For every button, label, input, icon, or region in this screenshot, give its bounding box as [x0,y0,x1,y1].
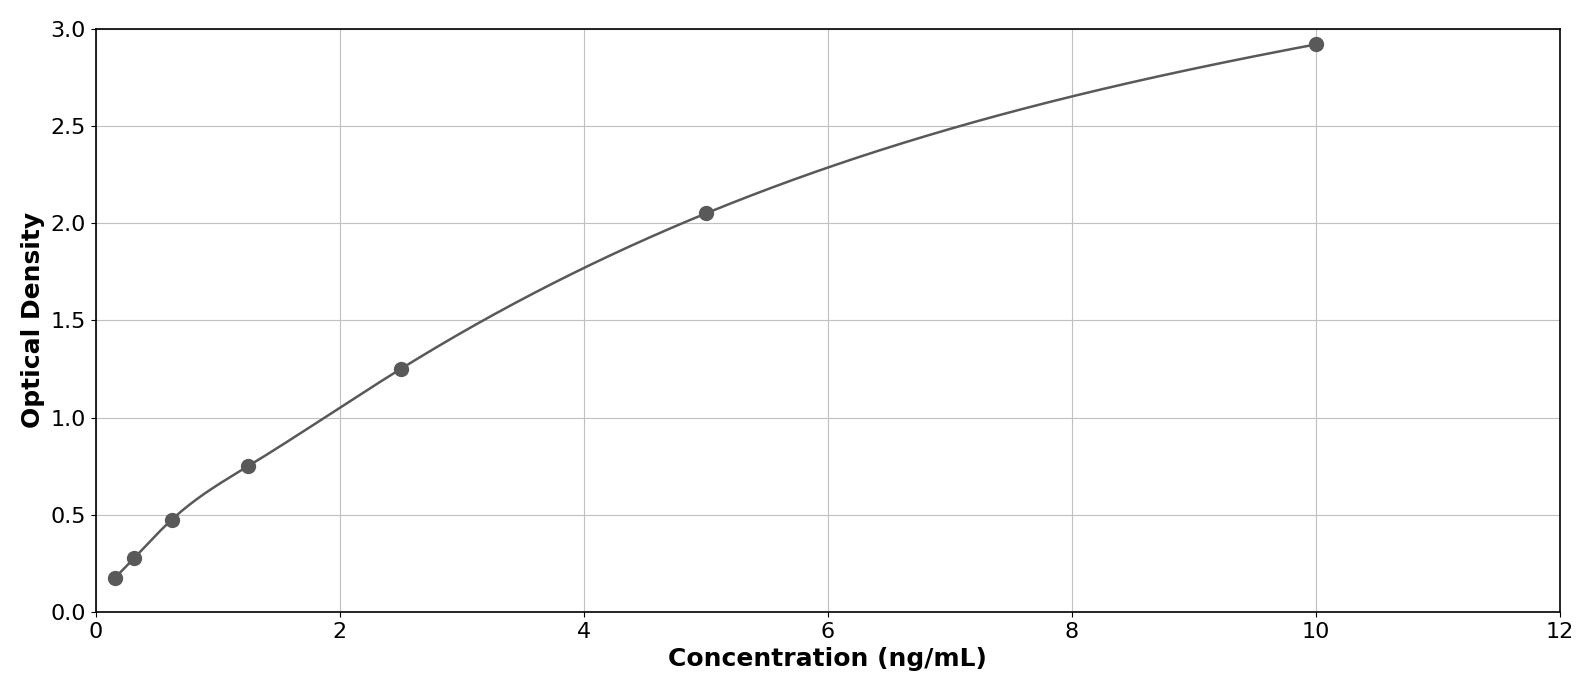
Point [121,553,147,564]
Point [102,572,128,583]
Point [236,461,262,472]
Y-axis label: Optical Density: Optical Density [21,212,45,428]
Point [388,363,413,374]
Point [1303,39,1329,50]
Point [160,514,185,525]
Point [694,208,719,219]
X-axis label: Concentration (ng/mL): Concentration (ng/mL) [668,647,987,671]
